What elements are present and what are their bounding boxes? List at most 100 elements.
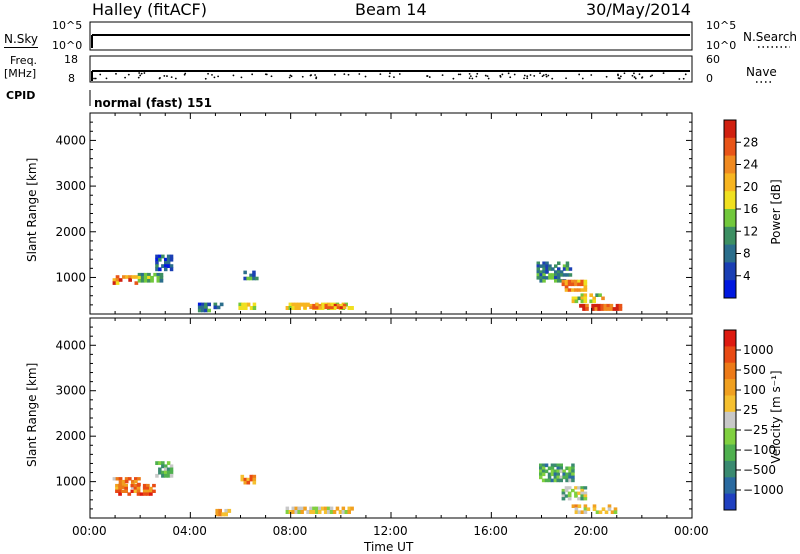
echo-cell	[166, 261, 171, 265]
y-tick-label: 1000	[55, 270, 86, 284]
echo-cell	[562, 267, 567, 271]
echo-cell	[539, 273, 543, 277]
echo-cell	[553, 475, 558, 480]
y-tick-label: 3000	[55, 179, 86, 193]
nave-point	[475, 75, 478, 78]
nave-point	[513, 73, 516, 76]
echo-cell	[592, 296, 596, 301]
nave-point	[93, 77, 95, 80]
echo-cell	[606, 303, 611, 308]
echo-cell	[121, 485, 126, 489]
nave-point	[499, 74, 502, 77]
nave-point	[140, 72, 143, 75]
echo-cell	[166, 470, 171, 475]
colorbar-swatch	[724, 280, 736, 299]
echo-cell	[571, 282, 575, 287]
echo-cell	[568, 472, 572, 477]
echo-cell	[347, 506, 351, 511]
echo-cell	[542, 261, 546, 265]
echo-cell	[344, 510, 348, 514]
echo-cell	[338, 510, 343, 514]
echo-cell	[241, 306, 245, 310]
colorbar-swatch	[724, 379, 736, 396]
echo-cell	[591, 307, 595, 311]
echo-cell	[565, 261, 570, 265]
colorbar-swatch	[724, 411, 736, 429]
echo-cell	[115, 477, 120, 481]
echo-cell	[559, 273, 564, 277]
echo-cell	[323, 510, 328, 514]
x-tick-label: 20:00	[573, 524, 609, 538]
echo-cell	[564, 282, 569, 287]
echo-cell	[539, 276, 543, 280]
echo-cell	[127, 477, 132, 481]
echo-cell	[127, 492, 132, 496]
nave-point	[547, 74, 550, 77]
echo-cell	[542, 264, 546, 268]
echo-cell	[557, 276, 561, 280]
echo-cell	[545, 264, 549, 268]
echo-cell	[285, 306, 290, 310]
nave-point	[468, 72, 471, 75]
echo-cell	[574, 486, 578, 490]
echo-cell	[574, 504, 579, 508]
nave-point	[545, 73, 548, 76]
echo-cell	[580, 510, 585, 514]
nave-point	[617, 77, 620, 80]
echo-cell	[137, 275, 142, 280]
echo-cell	[580, 282, 585, 287]
echo-cell	[164, 257, 168, 262]
x-tick-label: 00:00	[72, 524, 107, 538]
nave-point	[289, 74, 292, 77]
echo-cell	[545, 261, 549, 265]
power-panel-frame	[89, 112, 693, 315]
echo-cell	[161, 461, 165, 465]
echo-cell	[240, 477, 245, 482]
velocity-panel-frame	[89, 317, 693, 519]
echo-cell	[169, 254, 174, 259]
echo-cell	[152, 483, 156, 488]
echo-cell	[567, 279, 572, 284]
echo-cell	[613, 507, 618, 511]
echo-cell	[539, 472, 543, 477]
echo-cell	[568, 469, 572, 474]
nave-point	[240, 76, 243, 79]
echo-cell	[306, 510, 310, 514]
echo-cell	[303, 303, 307, 307]
echo-cell	[155, 257, 159, 262]
echo-cell	[615, 303, 620, 308]
echo-cell	[252, 276, 256, 281]
echo-cell	[169, 257, 174, 262]
echo-cell	[548, 273, 552, 277]
echo-cell	[574, 282, 578, 287]
nave-point	[529, 74, 532, 76]
nave-point	[526, 75, 529, 78]
echo-cell	[238, 302, 242, 307]
echo-cell	[544, 478, 549, 483]
echo-cell	[155, 461, 159, 465]
echo-cell	[565, 264, 570, 268]
nave-point	[334, 73, 336, 76]
echo-cell	[557, 261, 561, 265]
echo-cell	[158, 467, 162, 472]
echo-cell	[350, 506, 354, 511]
freq-label: Freq.	[10, 54, 38, 67]
echo-cell	[336, 306, 341, 310]
echo-cell	[312, 506, 316, 511]
echo-cell	[327, 303, 332, 307]
colorbar-swatch	[724, 395, 736, 413]
echo-cell	[550, 472, 555, 477]
echo-cell	[571, 296, 576, 301]
echo-cell	[583, 504, 588, 508]
echo-cell	[565, 472, 569, 477]
nave-point	[551, 77, 554, 80]
echo-cell	[318, 506, 322, 511]
nave-point	[379, 73, 382, 76]
echo-cell	[324, 306, 329, 310]
echo-cell	[112, 281, 117, 285]
echo-cell	[336, 303, 341, 307]
nave-point	[211, 73, 213, 76]
echo-cell	[309, 303, 313, 307]
y-tick-label: 2000	[55, 429, 86, 443]
echo-cell	[577, 491, 581, 495]
